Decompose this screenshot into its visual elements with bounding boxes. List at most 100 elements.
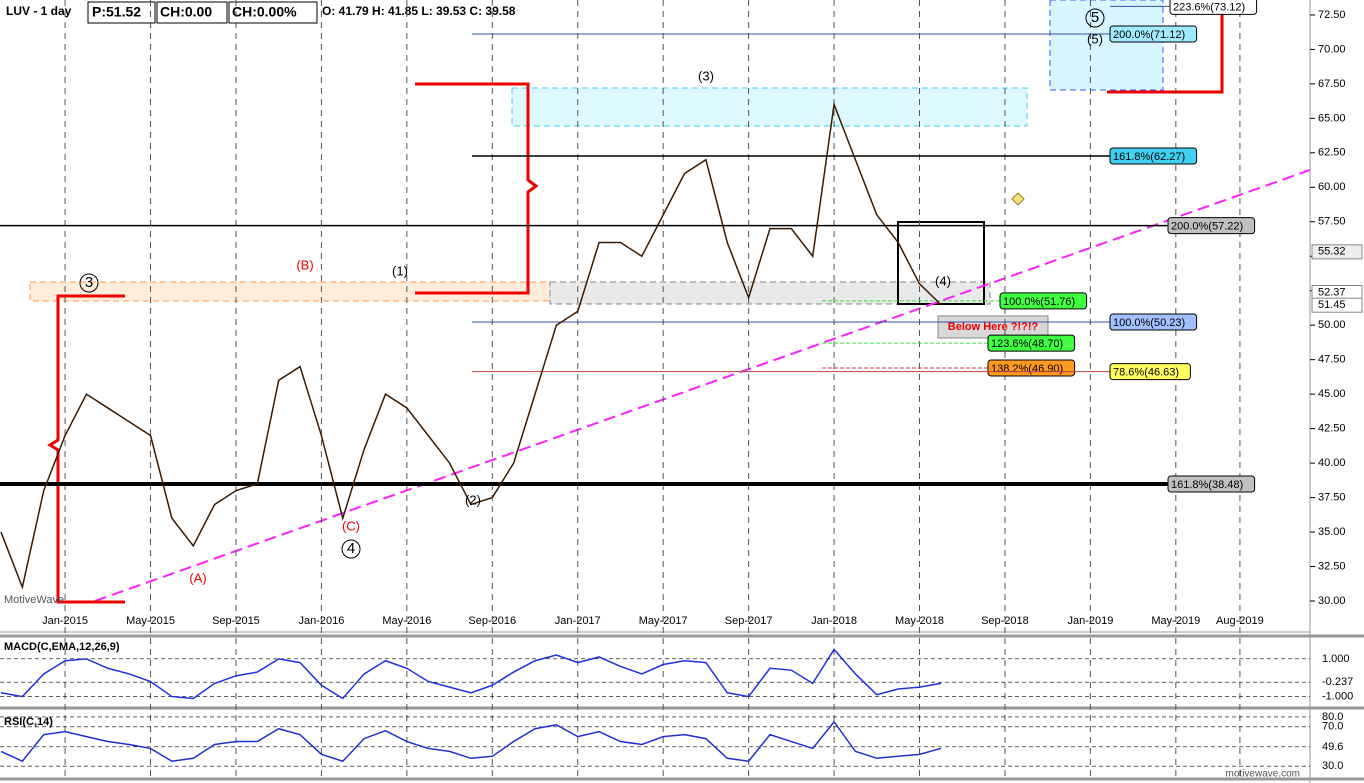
y-tick-label: 40.00: [1318, 457, 1346, 469]
bracket: [47, 294, 125, 604]
wave-label: (5): [1087, 31, 1103, 46]
y-tick-label: 1.000: [1322, 653, 1350, 665]
price-marker-box: [1311, 244, 1363, 260]
y-tick-label: 37.50: [1318, 491, 1346, 503]
rsi-line: [0, 720, 942, 763]
level-box: [1169, 0, 1258, 15]
header-box: [228, 1, 318, 24]
level-label: 123.6%(48.70): [991, 338, 1063, 350]
watermark: MotiveWave: [4, 594, 64, 606]
wave-label: (1): [392, 263, 408, 278]
level-box: [1109, 147, 1198, 165]
level-label: 100.0%(50.23): [1113, 317, 1185, 329]
level-box: [987, 334, 1076, 352]
wave-circle: [1085, 8, 1105, 28]
zone: [549, 281, 991, 305]
y-tick-label: 80.0: [1322, 711, 1343, 723]
price-marker: 52.37: [1318, 286, 1346, 298]
panel-title: RSI(C,14): [4, 716, 53, 728]
header: O: 41.79 H: 41.85 L: 39.53 C: 39.58: [322, 4, 516, 18]
level-label: 161.8%(38.48): [1171, 479, 1243, 491]
level-label: 100.0%(51.76): [1003, 296, 1075, 308]
note: Below Here ?!?!?: [948, 321, 1039, 333]
level-box: [1109, 25, 1198, 43]
x-tick-label: May-2019: [1151, 615, 1200, 627]
price-marker-box: [1311, 297, 1363, 313]
y-tick-label: 47.50: [1318, 354, 1346, 366]
x-tick-label: May-2015: [126, 615, 175, 627]
x-tick-label: Jan-2016: [298, 615, 344, 627]
wave-label: (4): [935, 273, 951, 288]
bracket: [415, 82, 539, 295]
y-tick-label: -0.237: [1322, 676, 1353, 688]
x-tick-label: Sep-2018: [981, 615, 1029, 627]
level-box: [1167, 217, 1256, 235]
y-tick-label: 72.50: [1318, 9, 1346, 21]
wave-label: (3): [698, 68, 714, 83]
x-tick-label: May-2017: [639, 615, 688, 627]
y-tick-label: 32.50: [1318, 560, 1346, 572]
title: LUV - 1 day: [6, 4, 72, 18]
panel-title: MACD(C,EMA,12,26,9): [4, 641, 120, 653]
y-tick-label: 30.00: [1318, 595, 1346, 607]
x-tick-label: Sep-2015: [212, 615, 260, 627]
level-label: 78.6%(46.63): [1113, 367, 1179, 379]
wave-label: (A): [189, 570, 206, 585]
x-tick-label: Jan-2019: [1067, 615, 1113, 627]
y-tick-label: 42.50: [1318, 423, 1346, 435]
x-tick-label: Jan-2017: [555, 615, 601, 627]
wave-label: 3: [85, 274, 93, 291]
y-tick-label: 35.00: [1318, 526, 1346, 538]
wave-label: 5: [1091, 9, 1099, 26]
zone: [1049, 0, 1164, 91]
wave-circle: [79, 273, 99, 293]
level-label: 223.6%(73.12): [1173, 1, 1245, 13]
bracket: [1107, 0, 1224, 94]
x-tick-label: Jan-2015: [42, 615, 88, 627]
x-tick-label: May-2018: [895, 615, 944, 627]
header-box: [87, 1, 156, 24]
level-box: [1109, 313, 1198, 331]
x-tick-label: Aug-2019: [1216, 615, 1264, 627]
level-label: 138.2%(46.90): [991, 363, 1063, 375]
y-tick-label: 65.00: [1318, 112, 1346, 124]
y-tick-label: 70.0: [1322, 721, 1343, 733]
wave-circle: [341, 539, 361, 559]
y-tick-label: 67.50: [1318, 78, 1346, 90]
y-tick-label: 49.6: [1322, 741, 1343, 753]
y-tick-label: 70.00: [1318, 43, 1346, 55]
x-tick-label: Sep-2016: [468, 615, 516, 627]
wave-label: (C): [342, 518, 360, 533]
wave-label: (B): [296, 257, 313, 272]
x-tick-label: Sep-2017: [725, 615, 773, 627]
level-label: 200.0%(57.22): [1171, 221, 1243, 233]
y-tick-label: 45.00: [1318, 388, 1346, 400]
x-tick-label: Jan-2018: [811, 615, 857, 627]
price-marker: 55.32: [1318, 246, 1346, 258]
header: CH:0.00%: [232, 4, 297, 20]
level-box: [999, 292, 1088, 310]
zone: [29, 281, 551, 302]
price-marker: 51.45: [1318, 299, 1346, 311]
wave-label: (2): [465, 492, 481, 507]
footer: motivewave.com: [1226, 769, 1300, 780]
header: CH:0.00: [160, 4, 212, 20]
level-label: 200.0%(71.12): [1113, 29, 1185, 41]
price-line: [0, 101, 942, 590]
y-tick-label: 57.50: [1318, 216, 1346, 228]
header: P:51.52: [92, 4, 141, 20]
y-tick-label: 60.00: [1318, 181, 1346, 193]
level-label: 161.8%(62.27): [1113, 151, 1185, 163]
y-tick-label: 62.50: [1318, 147, 1346, 159]
x-tick-label: May-2016: [382, 615, 431, 627]
macd-line: [0, 648, 941, 700]
y-tick-label: 50.00: [1318, 319, 1346, 331]
wave-label: 4: [347, 540, 355, 557]
zone: [511, 87, 1028, 127]
level-box: [1109, 363, 1191, 381]
y-tick-label: 30.0: [1322, 760, 1343, 772]
header-box: [156, 1, 228, 24]
diamond: [1011, 192, 1025, 206]
